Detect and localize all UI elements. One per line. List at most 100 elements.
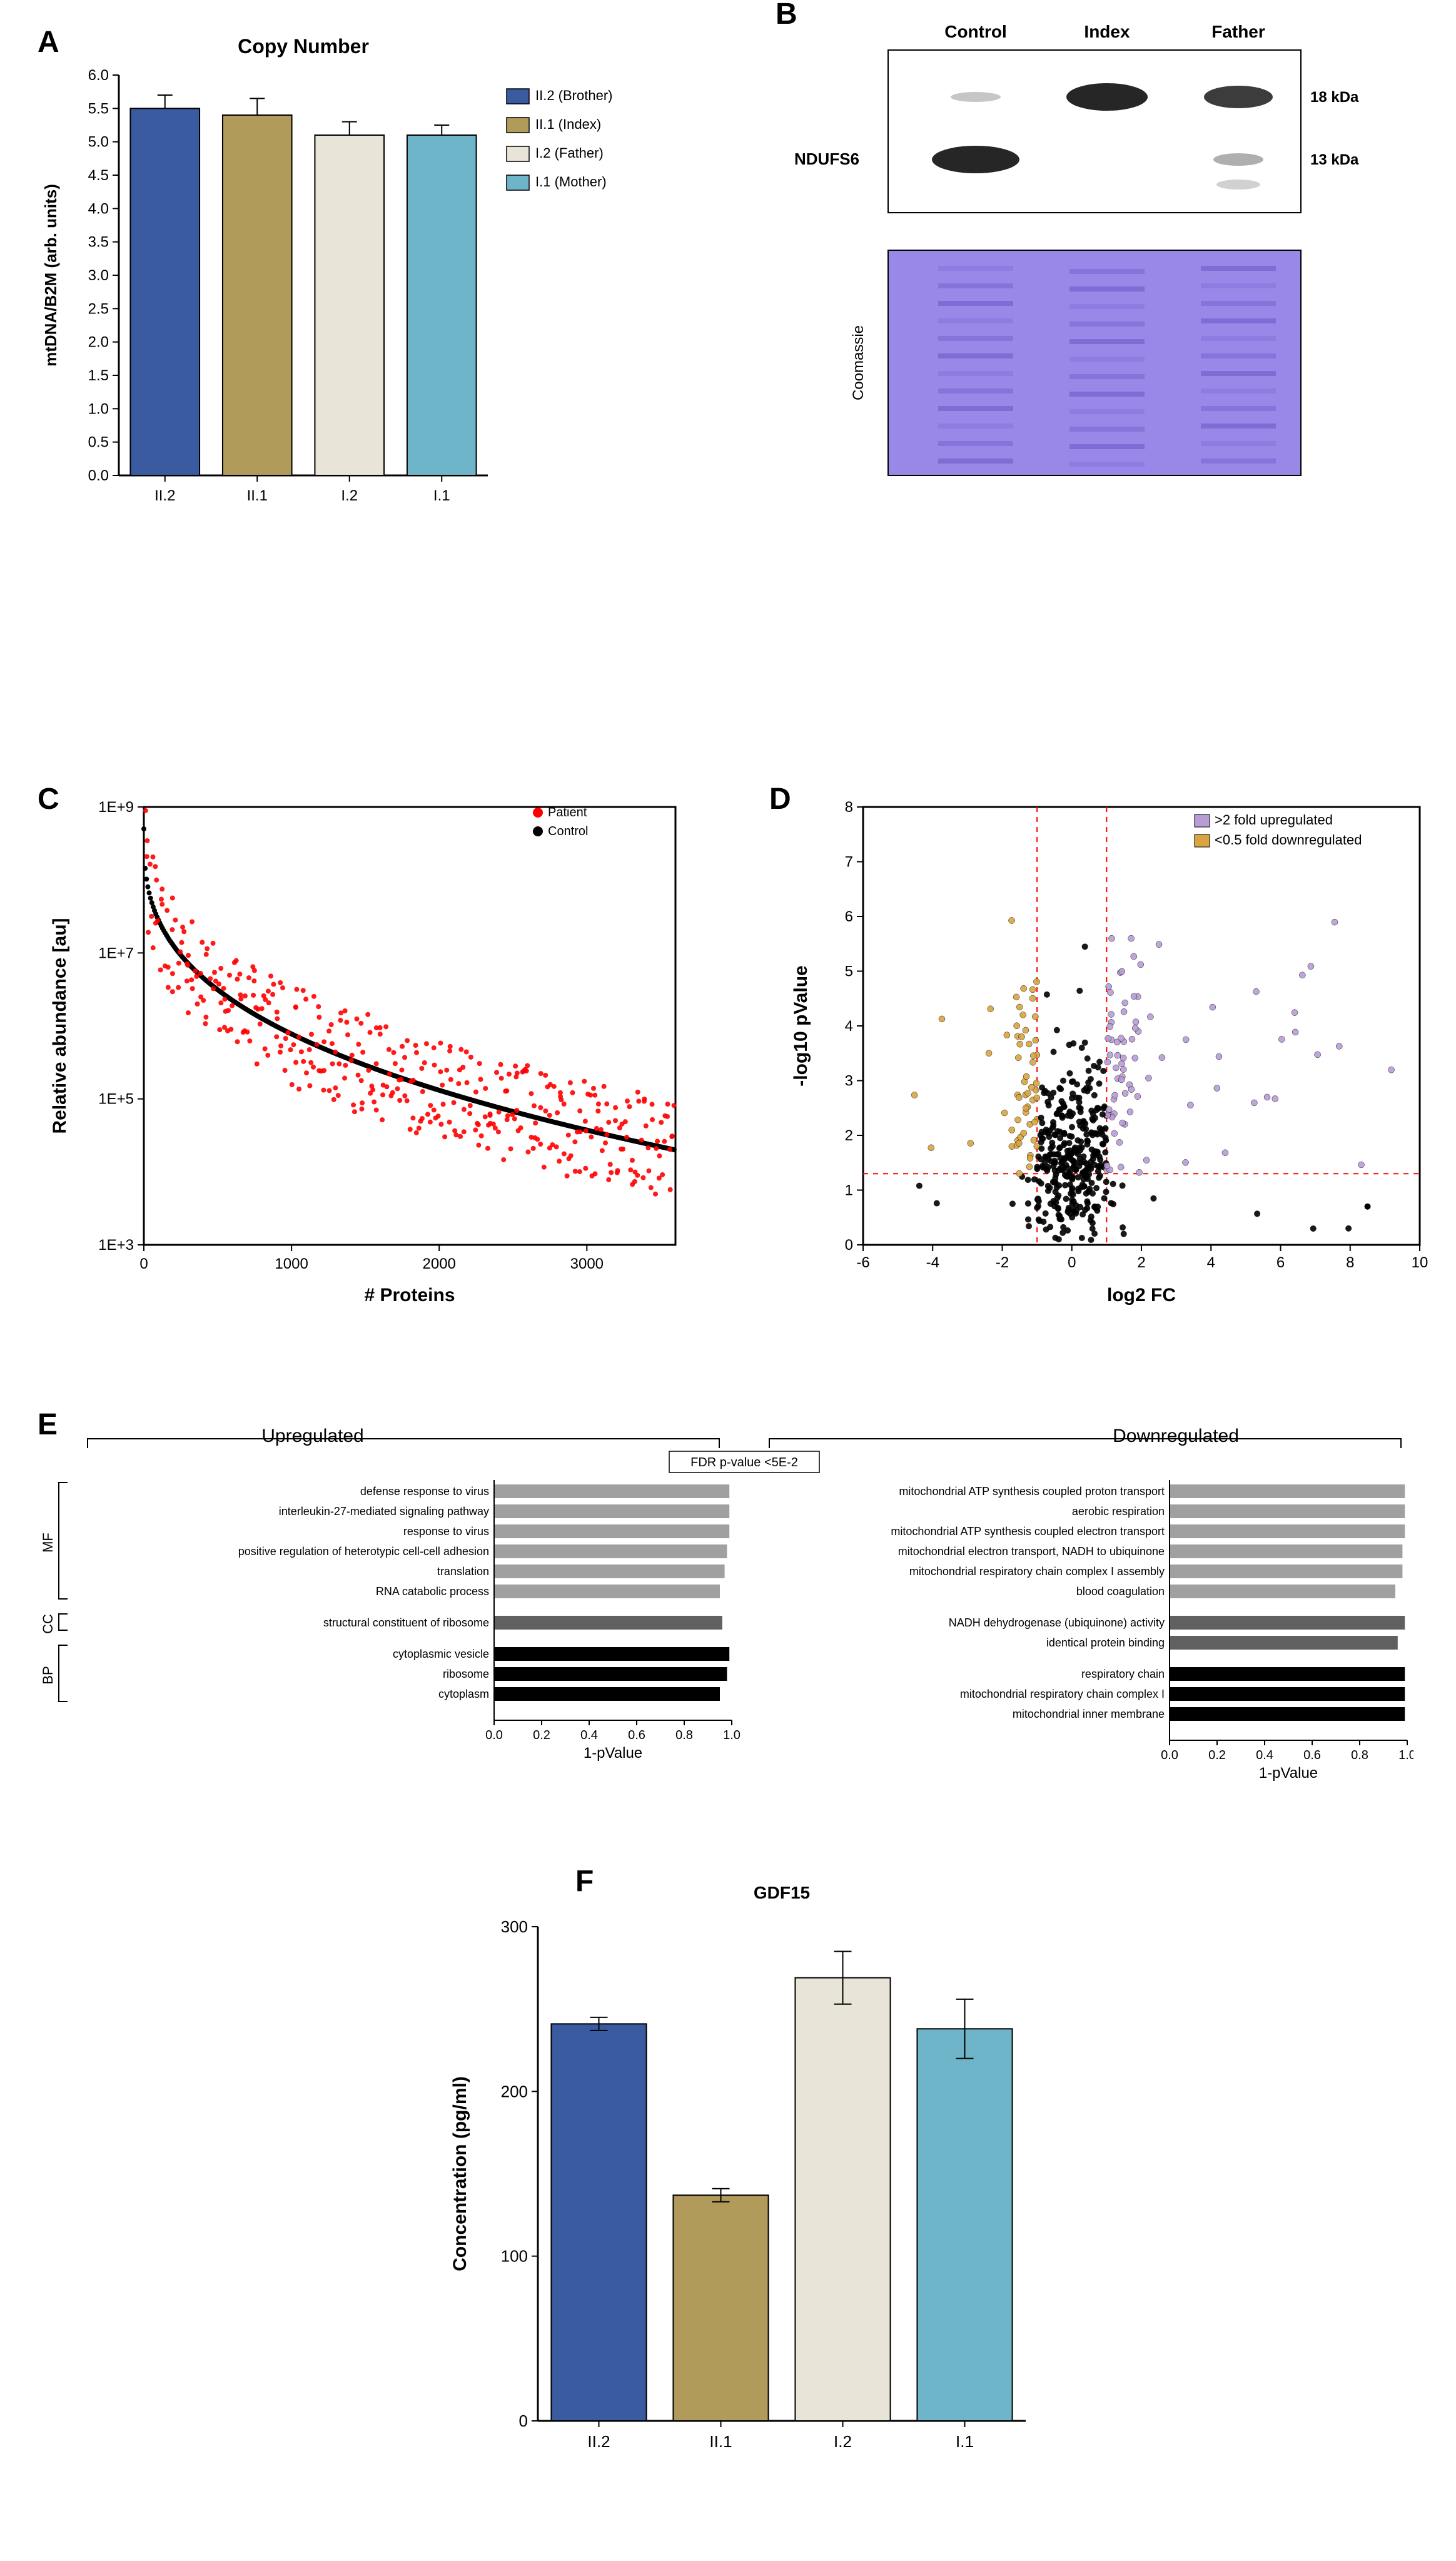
svg-text:13 kDa: 13 kDa	[1310, 151, 1359, 168]
panel-d-label: D	[769, 782, 791, 816]
svg-text:0.6: 0.6	[628, 1728, 645, 1742]
panel-b-label: B	[776, 0, 797, 31]
svg-text:positive regulation of heterot: positive regulation of heterotypic cell-…	[238, 1545, 489, 1558]
svg-text:1.0: 1.0	[1398, 1748, 1413, 1762]
svg-text:4.5: 4.5	[88, 167, 109, 184]
panel-a: A Copy Number0.00.51.01.52.02.53.03.54.0…	[38, 25, 725, 588]
svg-text:Copy Number: Copy Number	[238, 35, 369, 58]
panel-e-label: E	[38, 1407, 58, 1442]
svg-text:1: 1	[845, 1182, 853, 1199]
svg-text:Control: Control	[944, 22, 1007, 41]
svg-text:II.1 (Index): II.1 (Index)	[535, 116, 601, 132]
svg-text:1E+3: 1E+3	[98, 1237, 134, 1254]
svg-text:2.0: 2.0	[88, 334, 109, 351]
chart-a-copy-number: Copy Number0.00.51.01.52.02.53.03.54.04.…	[38, 25, 663, 538]
svg-text:3.0: 3.0	[88, 267, 109, 284]
svg-text:<0.5 fold downregulated: <0.5 fold downregulated	[1215, 832, 1362, 848]
svg-text:Downregulated: Downregulated	[1113, 1426, 1239, 1446]
svg-text:BP: BP	[40, 1666, 56, 1684]
svg-text:100: 100	[501, 2247, 528, 2266]
svg-text:0.4: 0.4	[580, 1728, 598, 1742]
svg-text:II.1: II.1	[247, 487, 268, 504]
svg-text:log2 FC: log2 FC	[1107, 1285, 1176, 1306]
svg-text:respiratory chain: respiratory chain	[1081, 1668, 1165, 1680]
panel-e: E Upregulated Downregulated FDR p-value <5…	[38, 1407, 1413, 1845]
svg-text:Coomassie: Coomassie	[850, 325, 867, 400]
svg-text:mitochondrial ATP synthesis co: mitochondrial ATP synthesis coupled elec…	[891, 1525, 1165, 1538]
svg-text:blood coagulation: blood coagulation	[1076, 1585, 1165, 1598]
svg-text:-6: -6	[856, 1254, 869, 1271]
svg-text:RNA catabolic process: RNA catabolic process	[376, 1585, 489, 1598]
svg-text:3: 3	[845, 1073, 853, 1090]
panel-f-label: F	[575, 1864, 594, 1899]
panel-d: D -6-4-20246810012345678log2 FC-log10 pV…	[782, 782, 1438, 1345]
svg-text:-log10 pValue: -log10 pValue	[791, 965, 811, 1086]
svg-text:structural constituent of ribo: structural constituent of ribosome	[323, 1616, 489, 1629]
svg-text:2000: 2000	[423, 1255, 456, 1272]
panel-a-label: A	[38, 25, 59, 59]
svg-text:200: 200	[501, 2082, 528, 2101]
svg-text:I.2: I.2	[341, 487, 358, 504]
scatter-abundance: 1E+31E+51E+71E+90100020003000# ProteinsR…	[38, 782, 700, 1314]
svg-text:6.0: 6.0	[88, 67, 109, 84]
svg-text:0: 0	[1068, 1254, 1076, 1271]
svg-text:6: 6	[845, 908, 853, 925]
svg-text:NDUFS6: NDUFS6	[794, 150, 859, 168]
svg-text:0.8: 0.8	[1351, 1748, 1368, 1762]
svg-text:4.0: 4.0	[88, 200, 109, 217]
svg-text:1E+9: 1E+9	[98, 799, 134, 816]
svg-text:0.5: 0.5	[88, 434, 109, 451]
svg-text:1-pValue: 1-pValue	[584, 1745, 642, 1762]
svg-text:I.1: I.1	[433, 487, 450, 504]
svg-text:300: 300	[501, 1917, 528, 1936]
svg-text:1E+7: 1E+7	[98, 945, 134, 961]
svg-text:-2: -2	[996, 1254, 1009, 1271]
svg-text:Index: Index	[1084, 22, 1130, 41]
svg-text:MF: MF	[40, 1533, 56, 1553]
svg-text:identical protein binding: identical protein binding	[1046, 1636, 1165, 1649]
svg-text:0.6: 0.6	[1303, 1748, 1321, 1762]
svg-text:2.5: 2.5	[88, 300, 109, 317]
svg-text:5.5: 5.5	[88, 100, 109, 117]
svg-text:Relative abundance [au]: Relative abundance [au]	[49, 918, 70, 1133]
svg-text:GDF15: GDF15	[754, 1883, 810, 1902]
svg-text:18 kDa: 18 kDa	[1310, 89, 1359, 106]
svg-text:# Proteins: # Proteins	[364, 1285, 455, 1306]
chart-f-gdf15: GDF15 0 100 200 300 Concentration (pg/ml) II.2…	[438, 1864, 1063, 2490]
svg-text:FDR p-value <5E-2: FDR p-value <5E-2	[690, 1456, 798, 1469]
svg-text:II.2: II.2	[587, 2432, 610, 2451]
svg-text:II.2 (Brother): II.2 (Brother)	[535, 88, 612, 103]
svg-text:response to virus: response to virus	[403, 1525, 489, 1538]
svg-text:0.8: 0.8	[675, 1728, 693, 1742]
volcano-plot: -6-4-20246810012345678log2 FC-log10 pVal…	[782, 782, 1438, 1314]
svg-text:Patient: Patient	[548, 806, 587, 819]
svg-text:0.2: 0.2	[1208, 1748, 1226, 1762]
svg-text:0: 0	[845, 1237, 853, 1254]
svg-text:Concentration (pg/ml): Concentration (pg/ml)	[450, 2076, 470, 2271]
svg-text:1-pValue: 1-pValue	[1259, 1765, 1318, 1782]
svg-text:8: 8	[1346, 1254, 1354, 1271]
svg-text:0.0: 0.0	[1161, 1748, 1178, 1762]
svg-text:Upregulated: Upregulated	[261, 1426, 363, 1446]
svg-text:1.0: 1.0	[88, 400, 109, 417]
panel-c-label: C	[38, 782, 59, 816]
panel-f: F GDF15 0 100 200 300 Concentration (pg/ml) II…	[438, 1864, 1063, 2521]
svg-text:translation: translation	[437, 1565, 489, 1578]
panel-c: C 1E+31E+51E+71E+90100020003000# Protein…	[38, 782, 725, 1345]
svg-text:I.2: I.2	[834, 2432, 852, 2451]
svg-text:2: 2	[845, 1127, 853, 1144]
svg-text:aerobic respiration: aerobic respiration	[1072, 1505, 1165, 1518]
svg-text:0.2: 0.2	[533, 1728, 550, 1742]
svg-text:0: 0	[519, 2411, 528, 2430]
svg-text:6: 6	[1277, 1254, 1285, 1271]
svg-text:0.0: 0.0	[88, 467, 109, 484]
svg-text:4: 4	[1207, 1254, 1215, 1271]
svg-text:mitochondrial inner membrane: mitochondrial inner membrane	[1013, 1708, 1165, 1720]
svg-text:2: 2	[1137, 1254, 1145, 1271]
svg-text:I.2 (Father): I.2 (Father)	[535, 145, 604, 161]
western-blot: ControlIndexFather18 kDa13 kDaNDUFS6Coom…	[782, 6, 1407, 569]
svg-text:1000: 1000	[275, 1255, 308, 1272]
svg-text:cytoplasmic vesicle: cytoplasmic vesicle	[393, 1648, 489, 1660]
svg-text:mitochondrial respiratory chai: mitochondrial respiratory chain complex …	[909, 1565, 1165, 1578]
svg-text:CC: CC	[40, 1614, 56, 1634]
